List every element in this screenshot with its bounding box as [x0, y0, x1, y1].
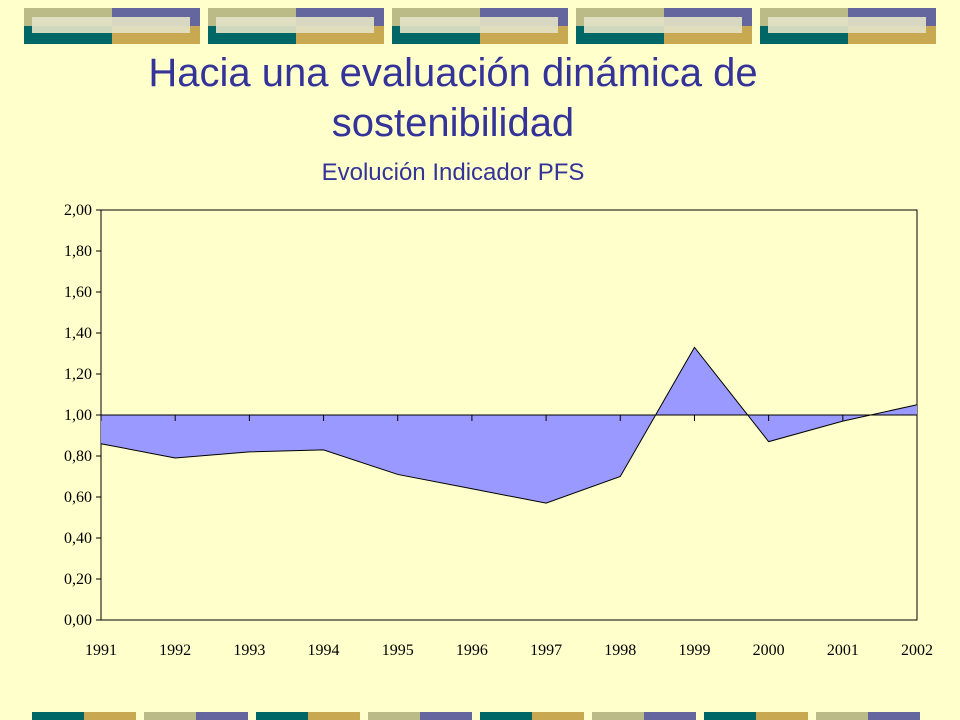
top-tile — [208, 8, 384, 44]
top-decoration — [24, 8, 936, 44]
y-tick-label: 0,80 — [64, 448, 92, 465]
y-tick-label: 0,60 — [64, 489, 92, 506]
slide-title-line-1: Hacia una evaluación dinámica de — [148, 51, 758, 95]
y-tick-label: 0,20 — [64, 571, 92, 588]
x-tick-label: 1993 — [233, 642, 265, 659]
x-tick-label: 2002 — [901, 642, 933, 659]
x-tick-label: 1997 — [530, 642, 562, 659]
x-tick-label: 2001 — [827, 642, 859, 659]
y-tick-label: 0,00 — [64, 612, 92, 629]
y-tick-label: 1,40 — [64, 325, 92, 342]
y-tick-label: 1,80 — [64, 243, 92, 260]
slide-subtitle: Evolución Indicador PFS — [321, 159, 585, 186]
x-tick-label: 1991 — [85, 642, 117, 659]
pfs-area-chart: 0,00 0,20 0,40 0,60 0,80 1,00 1,20 1,40 1,60 1,80… — [64, 202, 933, 659]
top-tile — [760, 8, 936, 44]
y-tick-label: 2,00 — [64, 202, 92, 219]
x-tick-label: 1999 — [678, 642, 710, 659]
x-tick-label: 1998 — [604, 642, 636, 659]
y-tick-label: 1,60 — [64, 284, 92, 301]
x-tick-label: 1994 — [308, 642, 340, 659]
bottom-tile — [704, 712, 808, 720]
y-tick-label: 1,20 — [64, 366, 92, 383]
bottom-tile — [144, 712, 248, 720]
pfs-area — [101, 347, 917, 504]
top-tile — [392, 8, 568, 44]
y-tick-label: 0,40 — [64, 530, 92, 547]
bottom-tile — [480, 712, 584, 720]
x-tick-label: 1992 — [159, 642, 191, 659]
x-tick-label: 1995 — [382, 642, 414, 659]
top-tile — [24, 8, 200, 44]
y-tick-label: 1,00 — [64, 407, 92, 424]
bottom-tile — [32, 712, 136, 720]
pfs-series-line — [100, 346, 918, 504]
top-tile — [576, 8, 752, 44]
bottom-tile — [816, 712, 920, 720]
bottom-decoration — [32, 712, 928, 720]
bottom-tile — [592, 712, 696, 720]
slide-title: Hacia una evaluación dinámica de sosteni… — [0, 48, 906, 148]
x-tick-label: 2000 — [753, 642, 785, 659]
x-tick-label: 1996 — [456, 642, 488, 659]
bottom-tile — [256, 712, 360, 720]
slide-title-line-2: sostenibilidad — [331, 101, 575, 145]
bottom-tile — [368, 712, 472, 720]
